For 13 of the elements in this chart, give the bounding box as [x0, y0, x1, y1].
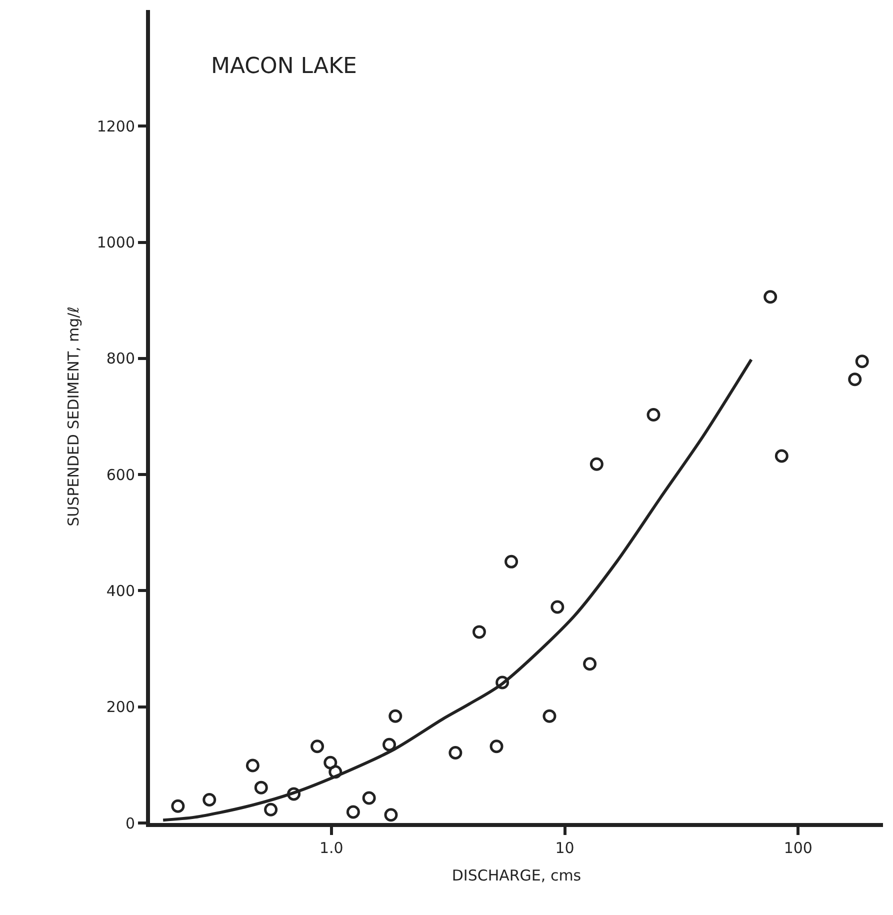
annotation: MACON LAKE: [211, 54, 357, 79]
x-tick-label: 10: [555, 839, 574, 857]
y-tick-label: 0: [125, 814, 135, 832]
x-axis-title: DISCHARGE, cms: [452, 866, 582, 884]
x-tick-label: 1.0: [319, 839, 344, 857]
y-tick-label: 200: [106, 698, 135, 716]
x-tick-label: 100: [784, 839, 812, 857]
y-tick-label: 600: [106, 466, 135, 484]
y-tick-label: 400: [106, 582, 135, 600]
y-tick-label: 1000: [96, 234, 135, 252]
y-tick-label: 1200: [96, 117, 135, 136]
y-tick-label: 800: [106, 350, 135, 368]
y-axis-title: SUSPENDED SEDIMENT, mg/ℓ: [64, 306, 83, 526]
